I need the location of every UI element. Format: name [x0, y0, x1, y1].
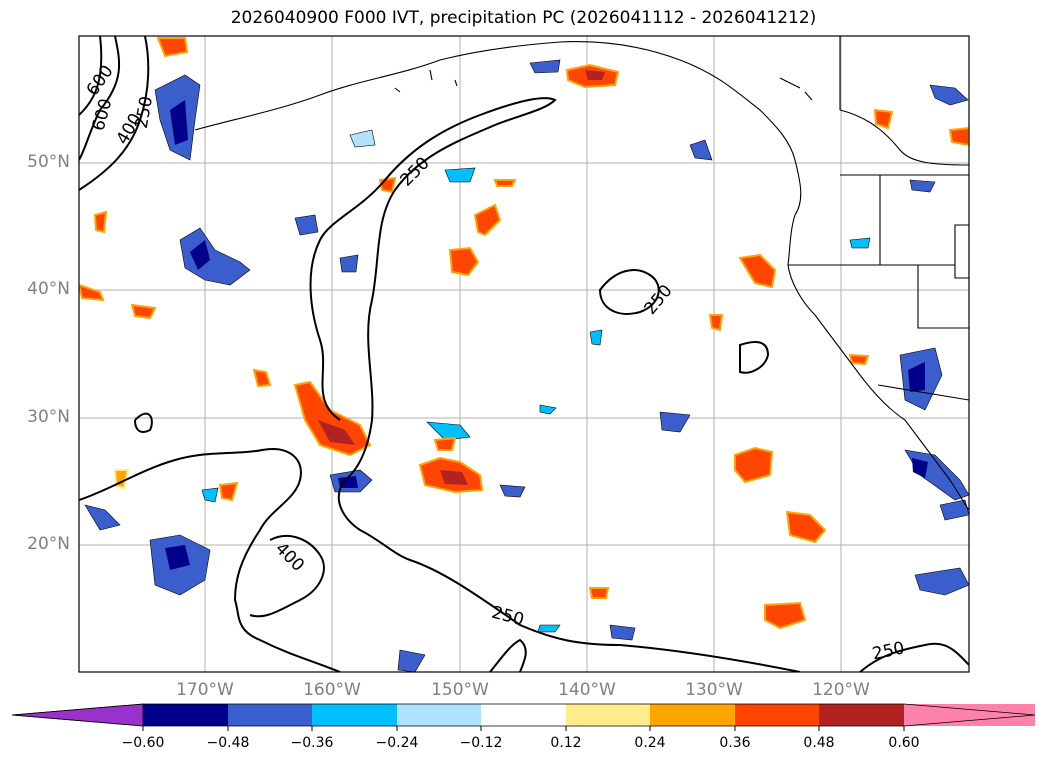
map-area — [79, 36, 969, 672]
gridlines — [79, 36, 969, 672]
lon-label: 160°W — [303, 680, 361, 700]
lon-label: 130°W — [685, 680, 743, 700]
colorbar-tick-label: −0.60 — [121, 735, 165, 751]
colorbar-tick-label: −0.36 — [290, 735, 334, 751]
colorbar-tick-label: 0.12 — [550, 735, 582, 751]
colorbar-tick-label: −0.48 — [206, 735, 250, 751]
lon-label: 150°W — [431, 680, 489, 700]
coastlines — [194, 36, 969, 511]
colorbar-tick-label: −0.12 — [459, 735, 503, 751]
colorbar-bin — [143, 704, 228, 726]
colorbar-bin — [650, 704, 735, 726]
map-frame — [78, 35, 970, 673]
colorbar-tick-label: 0.36 — [719, 735, 751, 751]
colorbar-bin — [228, 704, 312, 726]
ivt-contours — [79, 36, 969, 672]
colorbar — [11, 703, 1036, 731]
colorbar-bin — [735, 704, 819, 726]
colorbar-tick-label: 0.24 — [634, 735, 666, 751]
colorbar-bin — [819, 704, 904, 726]
colorbar-tick-label: −0.24 — [375, 735, 419, 751]
colorbar-extend-min — [11, 703, 144, 727]
plot-title: 2026040900 F000 IVT, precipitation PC (2… — [230, 8, 817, 28]
lon-label: 120°W — [812, 680, 870, 700]
colorbar-tick-label: 0.48 — [803, 735, 835, 751]
colorbar-bin — [481, 704, 566, 726]
colorbar-tick-label: 0.60 — [888, 735, 920, 751]
lat-label: 50°N — [27, 152, 70, 172]
colorbar-bin — [312, 704, 397, 726]
colorbar-bin — [566, 704, 650, 726]
lat-label: 30°N — [27, 407, 70, 427]
lat-label: 40°N — [27, 279, 70, 299]
lon-label: 140°W — [558, 680, 616, 700]
colorbar-bin — [397, 704, 481, 726]
lat-label: 20°N — [27, 534, 70, 554]
negative-anomaly-regions — [84, 59, 969, 672]
lon-label: 170°W — [176, 680, 234, 700]
colorbar-extend-max — [904, 704, 1035, 726]
